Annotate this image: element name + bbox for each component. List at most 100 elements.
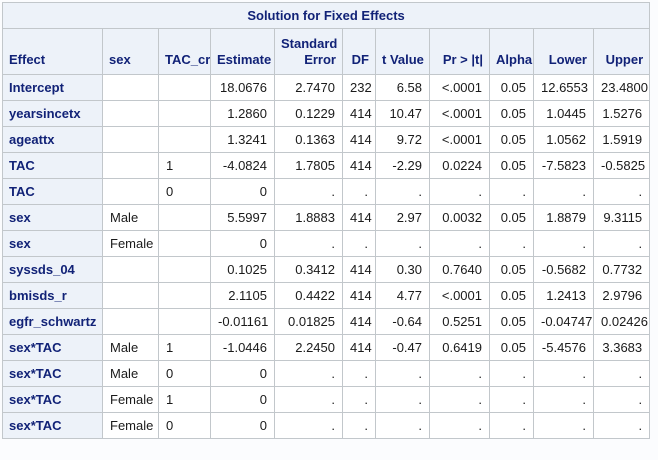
cell-alpha: .: [489, 178, 534, 205]
effect-cell: egfr_schwartz: [2, 308, 103, 335]
cell-df: 414: [342, 152, 376, 179]
cell-sex: [102, 308, 159, 335]
cell-tac_cr: 1: [158, 334, 211, 361]
cell-std_error: .: [274, 230, 343, 257]
cell-alpha: .: [489, 386, 534, 413]
fixed-effects-table: Solution for Fixed Effects Effect sex TAC_…: [1, 2, 651, 439]
table-row: yearsincetx 1.2860 0.1229 414 10.47 <.0001 0.0…: [2, 100, 651, 127]
cell-df: 414: [342, 308, 376, 335]
effect-cell: ageattx: [2, 126, 103, 153]
cell-t_value: 0.30: [375, 256, 430, 283]
cell-estimate: 1.2860: [210, 100, 275, 127]
cell-lower: 1.0562: [533, 126, 594, 153]
cell-upper: 2.9796: [592, 282, 651, 309]
cell-upper: .: [592, 230, 651, 257]
table-row: egfr_schwartz -0.01161 0.01825 414 -0.64 0.52…: [2, 308, 651, 335]
column-header-upper: Upper: [592, 28, 651, 75]
cell-t_value: -2.29: [375, 152, 430, 179]
cell-alpha: 0.05: [489, 334, 534, 361]
cell-pr_gt_t: 0.6419: [429, 334, 490, 361]
cell-upper: 9.3115: [592, 204, 651, 231]
column-header-alpha: Alpha: [489, 28, 534, 75]
cell-estimate: 0: [210, 412, 275, 439]
cell-std_error: 1.8883: [274, 204, 343, 231]
effect-cell: yearsincetx: [2, 100, 103, 127]
cell-pr_gt_t: 0.5251: [429, 308, 490, 335]
cell-lower: -0.5682: [533, 256, 594, 283]
cell-t_value: .: [375, 230, 430, 257]
cell-lower: -5.4576: [533, 334, 594, 361]
cell-alpha: .: [489, 412, 534, 439]
cell-alpha: .: [489, 360, 534, 387]
cell-tac_cr: [158, 204, 211, 231]
cell-df: 414: [342, 204, 376, 231]
cell-sex: Female: [102, 412, 159, 439]
cell-alpha: 0.05: [489, 308, 534, 335]
cell-alpha: 0.05: [489, 152, 534, 179]
column-header-tac_cr: TAC_cr: [158, 28, 211, 75]
cell-tac_cr: [158, 282, 211, 309]
cell-lower: .: [533, 412, 594, 439]
cell-tac_cr: [158, 308, 211, 335]
cell-std_error: .: [274, 360, 343, 387]
cell-estimate: -4.0824: [210, 152, 275, 179]
cell-lower: -7.5823: [533, 152, 594, 179]
table-row: syssds_04 0.1025 0.3412 414 0.30 0.7640 0.05 -0…: [2, 256, 651, 283]
cell-estimate: 2.1105: [210, 282, 275, 309]
cell-lower: 1.8879: [533, 204, 594, 231]
cell-sex: Male: [102, 334, 159, 361]
column-header-t_value: t Value: [375, 28, 430, 75]
cell-df: 414: [342, 282, 376, 309]
table-row: sex*TAC Female 1 0.......: [2, 386, 651, 413]
cell-upper: .: [592, 360, 651, 387]
cell-pr_gt_t: .: [429, 360, 490, 387]
cell-df: 232: [342, 74, 376, 101]
cell-t_value: 9.72: [375, 126, 430, 153]
cell-df: 414: [342, 126, 376, 153]
cell-lower: 1.2413: [533, 282, 594, 309]
cell-t_value: .: [375, 360, 430, 387]
cell-df: 414: [342, 334, 376, 361]
cell-t_value: 4.77: [375, 282, 430, 309]
cell-sex: [102, 74, 159, 101]
cell-lower: .: [533, 178, 594, 205]
table-title: Solution for Fixed Effects: [1, 2, 651, 29]
cell-estimate: -0.01161: [210, 308, 275, 335]
table-row: ageattx 1.3241 0.1363 414 9.72 <.0001 0.05 1.05…: [2, 126, 651, 153]
cell-lower: 12.6553: [533, 74, 594, 101]
cell-tac_cr: [158, 126, 211, 153]
effect-cell: sex*TAC: [2, 412, 103, 439]
cell-std_error: 0.01825: [274, 308, 343, 335]
cell-pr_gt_t: .: [429, 412, 490, 439]
cell-sex: Female: [102, 230, 159, 257]
effect-cell: syssds_04: [2, 256, 103, 283]
cell-std_error: 2.7470: [274, 74, 343, 101]
cell-df: 414: [342, 256, 376, 283]
cell-sex: Male: [102, 204, 159, 231]
cell-pr_gt_t: .: [429, 178, 490, 205]
cell-t_value: 2.97: [375, 204, 430, 231]
cell-upper: .: [592, 412, 651, 439]
cell-sex: [102, 256, 159, 283]
effect-cell: Intercept: [2, 74, 103, 101]
cell-df: .: [342, 386, 376, 413]
cell-pr_gt_t: <.0001: [429, 282, 490, 309]
table-row: sex*TAC Male 1 -1.0446 2.2450 414 -0.47 0.6419 0…: [2, 334, 651, 361]
cell-upper: 23.4800: [592, 74, 651, 101]
cell-std_error: 0.4422: [274, 282, 343, 309]
table-row: sex*TAC Male 0 0.......: [2, 360, 651, 387]
cell-estimate: 0: [210, 386, 275, 413]
cell-upper: 0.7732: [592, 256, 651, 283]
cell-tac_cr: 1: [158, 386, 211, 413]
cell-tac_cr: [158, 256, 211, 283]
cell-estimate: 1.3241: [210, 126, 275, 153]
cell-pr_gt_t: 0.0032: [429, 204, 490, 231]
column-header-std_error: Standard Error: [274, 28, 343, 75]
cell-df: .: [342, 412, 376, 439]
cell-upper: 1.5919: [592, 126, 651, 153]
cell-pr_gt_t: 0.7640: [429, 256, 490, 283]
cell-alpha: 0.05: [489, 282, 534, 309]
cell-std_error: .: [274, 412, 343, 439]
cell-alpha: 0.05: [489, 100, 534, 127]
